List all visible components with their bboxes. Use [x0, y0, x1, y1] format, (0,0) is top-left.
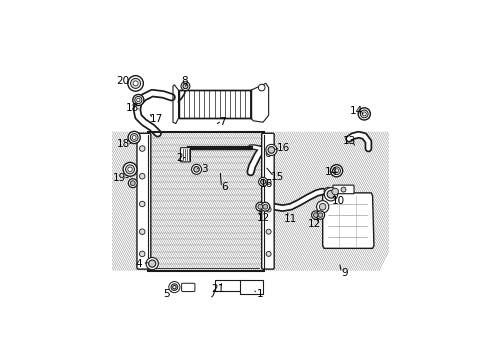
Circle shape	[360, 110, 367, 118]
Circle shape	[267, 147, 274, 153]
Circle shape	[128, 179, 137, 188]
Circle shape	[127, 167, 132, 172]
Circle shape	[255, 202, 264, 211]
Circle shape	[311, 211, 319, 219]
Circle shape	[260, 179, 265, 184]
Circle shape	[133, 81, 138, 86]
Text: 5: 5	[163, 289, 170, 299]
Text: 18: 18	[117, 139, 130, 149]
Circle shape	[316, 201, 328, 213]
Circle shape	[324, 188, 337, 201]
Text: 19: 19	[113, 173, 126, 183]
Bar	[148, 132, 264, 270]
Text: 2: 2	[176, 153, 183, 163]
Text: 16: 16	[259, 179, 272, 189]
Text: 13: 13	[342, 136, 355, 146]
FancyBboxPatch shape	[180, 148, 190, 162]
Text: 6: 6	[221, 183, 228, 192]
Circle shape	[123, 162, 137, 176]
Text: 3: 3	[200, 164, 207, 174]
Circle shape	[265, 207, 270, 212]
FancyBboxPatch shape	[332, 185, 353, 194]
Circle shape	[316, 211, 324, 219]
Circle shape	[332, 167, 340, 175]
Circle shape	[265, 152, 270, 157]
Text: 12: 12	[307, 219, 320, 229]
Bar	[178, 90, 250, 118]
Circle shape	[139, 174, 145, 179]
Text: 14: 14	[325, 167, 338, 177]
Circle shape	[130, 134, 138, 141]
Circle shape	[313, 213, 317, 217]
Circle shape	[132, 135, 136, 139]
Text: 14: 14	[349, 106, 363, 116]
Bar	[239, 280, 263, 294]
Circle shape	[181, 82, 189, 91]
Circle shape	[128, 131, 140, 144]
Text: 7: 7	[219, 117, 226, 127]
Circle shape	[146, 257, 158, 270]
Circle shape	[357, 108, 369, 120]
Text: 15: 15	[270, 172, 284, 182]
Circle shape	[265, 179, 270, 184]
Circle shape	[331, 188, 338, 195]
Circle shape	[326, 190, 334, 198]
Circle shape	[130, 181, 135, 186]
Circle shape	[258, 84, 264, 91]
Circle shape	[172, 285, 176, 289]
Circle shape	[260, 202, 269, 211]
Circle shape	[183, 84, 187, 89]
Circle shape	[191, 164, 201, 174]
Text: 16: 16	[276, 143, 290, 153]
Circle shape	[319, 203, 325, 210]
Circle shape	[193, 167, 199, 172]
Bar	[214, 280, 241, 291]
Text: 21: 21	[210, 284, 224, 293]
Text: 11: 11	[284, 214, 297, 224]
Circle shape	[318, 213, 322, 217]
Circle shape	[139, 251, 145, 257]
Circle shape	[330, 165, 342, 177]
FancyBboxPatch shape	[137, 133, 150, 269]
Circle shape	[148, 260, 156, 267]
Text: 20: 20	[116, 76, 129, 86]
Circle shape	[125, 165, 134, 174]
Text: 12: 12	[256, 213, 269, 223]
Circle shape	[362, 112, 366, 116]
Circle shape	[334, 169, 338, 173]
Text: 9: 9	[341, 268, 347, 278]
Text: 1: 1	[257, 289, 263, 299]
Circle shape	[127, 76, 143, 91]
FancyBboxPatch shape	[261, 133, 274, 269]
Circle shape	[133, 94, 143, 105]
Circle shape	[137, 98, 140, 102]
Text: 4: 4	[136, 258, 142, 269]
Circle shape	[130, 78, 140, 89]
Circle shape	[258, 177, 267, 186]
Circle shape	[168, 282, 180, 293]
Circle shape	[263, 204, 267, 209]
Circle shape	[139, 201, 145, 207]
Circle shape	[139, 146, 145, 151]
Text: 18: 18	[125, 103, 138, 113]
Circle shape	[265, 229, 270, 234]
Circle shape	[139, 229, 145, 234]
FancyBboxPatch shape	[181, 283, 195, 292]
Circle shape	[257, 204, 262, 209]
Text: 10: 10	[331, 196, 345, 206]
Circle shape	[340, 187, 346, 192]
Circle shape	[324, 187, 332, 195]
Circle shape	[265, 144, 276, 156]
Circle shape	[265, 251, 270, 256]
Polygon shape	[322, 193, 373, 248]
Circle shape	[171, 284, 177, 291]
Text: 17: 17	[150, 114, 163, 123]
Text: 8: 8	[181, 76, 188, 86]
Circle shape	[135, 96, 142, 104]
